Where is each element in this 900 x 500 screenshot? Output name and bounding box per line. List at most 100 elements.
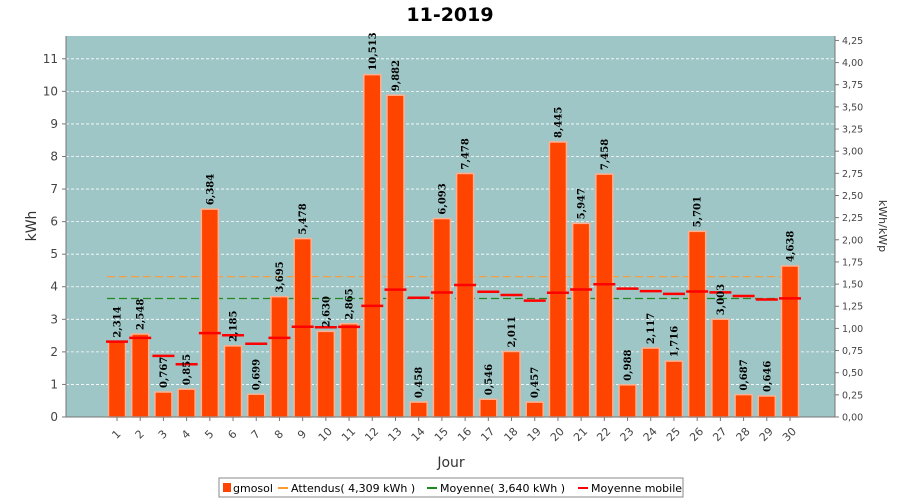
y-tick-9: 9 <box>50 117 58 131</box>
data-label-2: 2,548 <box>136 299 147 330</box>
x-axis-label: Jour <box>436 455 465 471</box>
bar-fill-4 <box>177 388 196 418</box>
bar-1 <box>107 340 127 418</box>
bar-fill-3 <box>154 391 173 418</box>
y-tick-7: 7 <box>50 182 58 196</box>
bar-15 <box>432 217 452 418</box>
y2-tick-1: 0,25 <box>842 390 863 401</box>
bar-4 <box>177 388 196 418</box>
y2-tick-15: 3,75 <box>842 80 863 91</box>
x-tick-14: 14 <box>409 425 428 444</box>
data-label-18: 2,011 <box>507 316 518 347</box>
data-label-15: 6,093 <box>437 183 448 214</box>
bar-fill-21 <box>571 222 591 418</box>
x-tick-19: 19 <box>525 425 544 444</box>
y2-tick-7: 1,75 <box>842 257 863 268</box>
data-label-10: 2,630 <box>321 296 332 327</box>
bar-fill-1 <box>107 340 127 418</box>
y-tick-5: 5 <box>50 247 58 261</box>
bar-17 <box>479 398 498 418</box>
bar-fill-22 <box>595 173 614 418</box>
bar-8 <box>270 295 289 418</box>
x-tick-18: 18 <box>501 425 520 444</box>
x-tick-28: 28 <box>734 425 753 444</box>
bar-3 <box>154 391 173 418</box>
data-label-25: 1,716 <box>669 326 680 357</box>
x-tick-13: 13 <box>385 425 404 444</box>
data-label-14: 0,458 <box>414 367 425 398</box>
bar-20 <box>548 141 568 418</box>
x-tick-23: 23 <box>618 425 637 444</box>
y-axis-label: kWh <box>24 211 40 242</box>
data-label-27: 3,003 <box>716 284 727 315</box>
x-tick-4: 4 <box>179 427 193 441</box>
axes <box>65 36 836 418</box>
bar-18 <box>502 350 521 418</box>
x-tick-11: 11 <box>339 425 358 444</box>
data-label-16: 7,478 <box>461 138 472 169</box>
bar-5 <box>200 208 220 418</box>
x-tick-2: 2 <box>133 427 147 441</box>
legend-swatch-gmosol <box>223 483 231 492</box>
x-tick-7: 7 <box>249 427 263 441</box>
bar-fill-24 <box>641 347 661 418</box>
y-tick-4: 4 <box>50 280 58 294</box>
legend-item-moyenne: Moyenne( 3,640 kWh ) <box>440 482 565 495</box>
y2-tick-6: 1,50 <box>842 280 863 291</box>
x-tick-10: 10 <box>316 425 335 444</box>
x-tick-30: 30 <box>780 425 799 444</box>
data-label-23: 0,988 <box>623 349 634 380</box>
x-tick-8: 8 <box>272 427 286 441</box>
x-tick-26: 26 <box>687 425 706 444</box>
y-tick-6: 6 <box>50 215 58 229</box>
y-tick-8: 8 <box>50 149 58 163</box>
bar-11 <box>339 322 359 418</box>
data-label-29: 0,646 <box>762 361 773 392</box>
bar-fill-27 <box>711 318 730 418</box>
bar-fill-5 <box>200 208 220 418</box>
bar-24 <box>641 347 661 418</box>
data-label-1: 2,314 <box>113 306 124 337</box>
data-label-7: 0,699 <box>252 359 263 390</box>
data-label-21: 5,947 <box>577 188 588 219</box>
bar-21 <box>571 222 591 418</box>
bar-fill-29 <box>757 395 777 418</box>
x-tick-3: 3 <box>156 427 170 441</box>
y2-tick-9: 2,25 <box>842 213 863 224</box>
data-label-28: 0,687 <box>739 359 750 390</box>
data-label-30: 4,638 <box>786 231 797 262</box>
data-label-11: 2,865 <box>345 288 356 319</box>
bar-13 <box>386 94 405 418</box>
y2-tick-3: 0,75 <box>842 346 863 357</box>
x-axis-ticks: 1 2 3 4 5 6 7 8 9 10 11 12 13 14 15 16 17 18 19 20 21 22 23 24 2… <box>109 417 799 444</box>
y2-tick-16: 4,00 <box>842 58 863 69</box>
bar-23 <box>618 384 637 418</box>
bar-7 <box>246 393 266 418</box>
x-tick-27: 27 <box>710 425 729 444</box>
x-tick-29: 29 <box>757 425 776 444</box>
data-label-9: 5,478 <box>298 203 309 234</box>
reference-lines <box>107 276 800 300</box>
bar-fill-6 <box>223 345 243 418</box>
data-label-3: 0,767 <box>159 357 170 388</box>
legend-item-attendus: Attendus( 4,309 kWh ) <box>291 482 415 495</box>
y-tick-3: 3 <box>50 312 58 326</box>
x-tick-9: 9 <box>295 427 309 441</box>
x-tick-12: 12 <box>362 425 381 444</box>
x-tick-20: 20 <box>548 425 567 444</box>
y2-axis-ticks: 0,00 0,25 0,50 0,75 1,00 1,25 1,50 1,75 2,00 2,25… <box>835 36 863 424</box>
y2-tick-17: 4,25 <box>842 36 863 47</box>
chart-title: 11-2019 <box>406 4 493 26</box>
bar-fill-30 <box>780 265 800 418</box>
bar-fill-20 <box>548 141 568 418</box>
y-tick-0: 0 <box>50 410 58 424</box>
y2-axis-label: kWh/kWp <box>876 200 889 252</box>
bar-fill-17 <box>479 398 498 418</box>
bar-fill-28 <box>734 393 753 418</box>
bar-6 <box>223 345 243 418</box>
legend-item-gmosol: gmosol <box>233 482 273 495</box>
bar-fill-11 <box>339 322 359 418</box>
bar-fill-15 <box>432 217 452 418</box>
bar-fill-16 <box>455 172 475 418</box>
y-axis-ticks: 0 1 2 3 4 5 6 7 8 9 10 11 <box>43 52 66 424</box>
